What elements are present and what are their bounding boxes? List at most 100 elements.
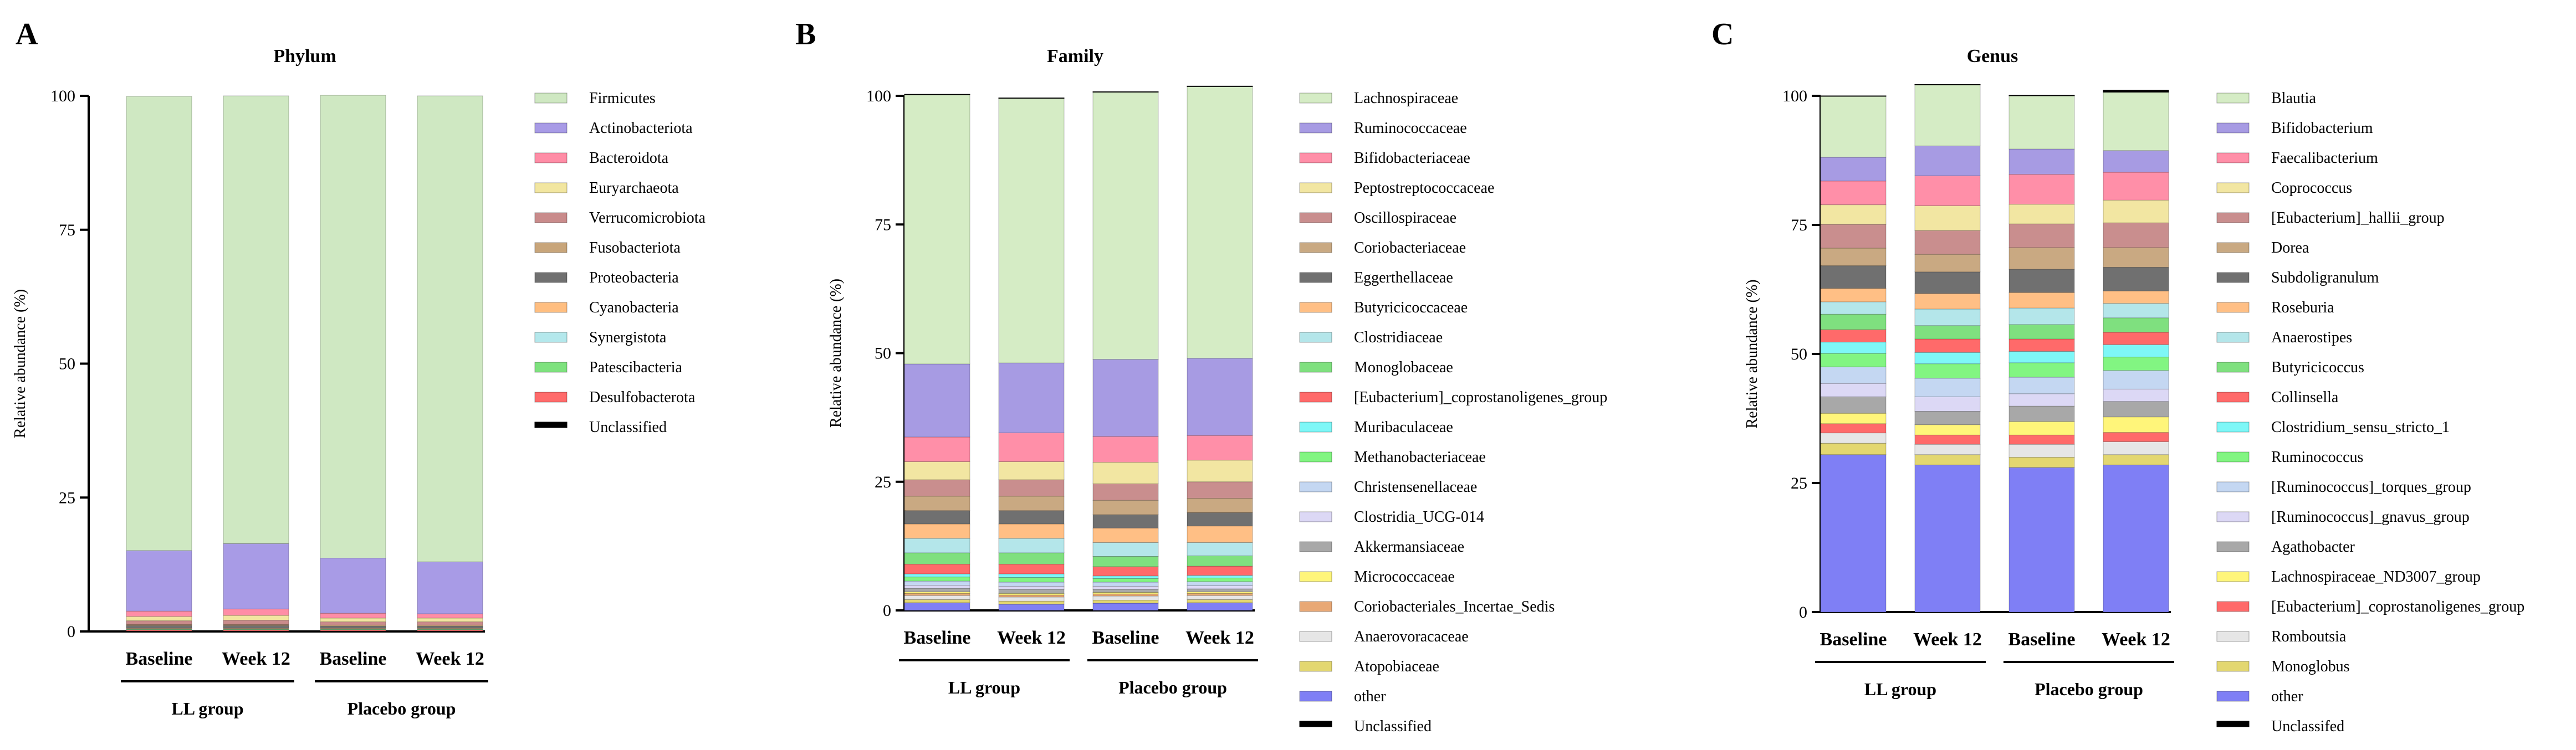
- x-category-label: Baseline: [1092, 628, 1159, 648]
- x-category-label: Baseline: [2008, 629, 2076, 650]
- bar-segment-clostridia-ucg-014: [904, 584, 970, 589]
- bar-segment-agathobacter: [1914, 410, 1981, 425]
- legend-label: other: [1354, 688, 1386, 705]
- bar-segment-bifidobacterium: [1820, 157, 1887, 182]
- bar-segment-methanobacteriaceae: [904, 577, 970, 582]
- bar-segment-christensenellaceae: [1187, 581, 1253, 586]
- legend-label: Desulfobacterota: [589, 389, 696, 406]
- bar-segment-eggerthellaceae: [1187, 512, 1253, 527]
- legend-label: Faecalibacterium: [2271, 150, 2378, 167]
- legend-label: Akkermansiaceae: [1354, 538, 1464, 556]
- legend-swatch: [2216, 362, 2250, 373]
- legend-swatch: [1299, 212, 1332, 223]
- y-tick-label: 0: [883, 602, 891, 620]
- bar-segment-coprococcus: [2008, 204, 2075, 224]
- bar-segment-actinobacteriota: [417, 561, 483, 614]
- legend-label: Actinobacteriota: [589, 120, 693, 137]
- bar-segment-methanobacteriaceae: [1092, 578, 1159, 583]
- legend-swatch: [1299, 332, 1332, 343]
- bar-segment--ruminococcus-torques-group: [1820, 366, 1887, 384]
- bar-segment--ruminococcus-torques-group: [2008, 377, 2075, 394]
- bar-segment-anaerovoracaceae: [1092, 595, 1159, 600]
- legend-label: Romboutsia: [2271, 628, 2347, 645]
- bar-segment-blautia: [1914, 84, 1981, 146]
- legend-label: Lachnospiraceae_ND3007_group: [2271, 568, 2481, 585]
- bar-segment-butyricicoccaceae: [998, 523, 1065, 539]
- bar-segment-euryarchaeota: [126, 616, 192, 621]
- legend-label: Dorea: [2271, 239, 2309, 256]
- bar-segment-monoglobus: [2008, 456, 2075, 468]
- bar-segment-butyricicoccaceae: [904, 523, 970, 539]
- bar-segment-actinobacteriota: [223, 543, 289, 609]
- legend-label: [Ruminococcus]_gnavus_group: [2271, 508, 2470, 526]
- bar-segment-anaerostipes: [1820, 301, 1887, 315]
- legend-label: Ruminococcaceae: [1354, 120, 1467, 137]
- bar-segment-coriobacteriales-incertae-sedis: [1092, 593, 1159, 597]
- legend-swatch: [2216, 511, 2250, 522]
- bar-segment-unclassified: [904, 94, 970, 95]
- legend-swatch: [1299, 541, 1332, 552]
- legend-swatch: [534, 93, 568, 104]
- bar-segment-clostridia-ucg-014: [998, 585, 1065, 590]
- bar-segment--ruminococcus-torques-group: [2103, 370, 2169, 389]
- legend-swatch: [534, 422, 568, 428]
- legend-swatch: [2216, 661, 2250, 672]
- bar-segment-clostridia-ucg-014: [1092, 585, 1159, 590]
- bar-segment-faecalibacterium: [2008, 174, 2075, 205]
- bar-segment-clostridiaceae: [904, 538, 970, 553]
- legend-label: Butyricicoccus: [2271, 359, 2364, 376]
- panel-letter: C: [1711, 17, 1734, 52]
- legend-label: Firmicutes: [589, 90, 656, 107]
- x-category-label: Week 12: [416, 649, 484, 669]
- bar-segment-coriobacteriaceae: [1187, 497, 1253, 513]
- group-label: LL group: [948, 677, 1020, 697]
- bar-segment-coprococcus: [1914, 206, 1981, 231]
- bar-segment-lachnospiraceae-nd3007-group: [2008, 421, 2075, 435]
- bar-segment-agathobacter: [1820, 396, 1887, 414]
- bar-segment-lachnospiraceae: [1092, 91, 1159, 360]
- legend-swatch: [1299, 661, 1332, 672]
- bar-segment-collinsella: [2008, 338, 2075, 352]
- bar-segment-subdoligranulum: [1914, 271, 1981, 294]
- legend-label: other: [2271, 688, 2303, 705]
- bar-segment-bifidobacterium: [2008, 148, 2075, 175]
- legend-swatch: [2216, 422, 2250, 433]
- bar-segment-ruminococcaceae: [1092, 359, 1159, 437]
- bar-segment-atopobiaceae: [1187, 599, 1253, 603]
- legend-swatch: [534, 182, 568, 193]
- bar-segment-bifidobacterium: [1914, 145, 1981, 176]
- bar-segment-firmicutes: [320, 95, 386, 559]
- legend-swatch: [534, 272, 568, 283]
- legend-swatch: [2216, 212, 2250, 223]
- bar-segment-butyricicoccus: [1820, 314, 1887, 330]
- legend-swatch: [1299, 272, 1332, 283]
- legend-label: Atopobiaceae: [1354, 658, 1439, 675]
- bar-segment-monoglobaceae: [998, 552, 1065, 564]
- legend-label: Patescibacteria: [589, 359, 682, 376]
- legend-label: Monoglobus: [2271, 658, 2350, 675]
- chart-title: Genus: [1967, 46, 2018, 66]
- bar-segment-eggerthellaceae: [1092, 514, 1159, 528]
- bar-segment-firmicutes: [417, 95, 483, 562]
- bar-segment-clostridia-ucg-014: [1187, 585, 1253, 589]
- legend-swatch: [1299, 362, 1332, 373]
- bar-segment-romboutsia: [1820, 433, 1887, 444]
- bar-segment-verrucomicrobiota: [417, 621, 483, 625]
- bar-segment-dorea: [1820, 248, 1887, 266]
- bar-segment-verrucomicrobiota: [223, 620, 289, 625]
- bar-segment-akkermansiaceae: [1092, 589, 1159, 593]
- legend-swatch: [2216, 481, 2250, 492]
- x-category-label: Week 12: [2102, 629, 2170, 650]
- legend-swatch: [2216, 93, 2250, 104]
- legend-label: Euryarchaeota: [589, 179, 679, 197]
- legend-swatch: [2216, 182, 2250, 193]
- bar-segment-monoglobus: [1914, 454, 1981, 465]
- bar-segment-euryarchaeota: [320, 618, 386, 623]
- bar-segment--ruminococcus-gnavus-group: [2008, 393, 2075, 407]
- group-label: LL group: [1864, 679, 1936, 699]
- x-category-label: Baseline: [1820, 629, 1887, 650]
- bar-segment-monoglobaceae: [1187, 556, 1253, 567]
- x-category-label: Week 12: [1185, 628, 1254, 648]
- bar-segment-subdoligranulum: [2008, 269, 2075, 293]
- bar-segment-dorea: [1914, 254, 1981, 273]
